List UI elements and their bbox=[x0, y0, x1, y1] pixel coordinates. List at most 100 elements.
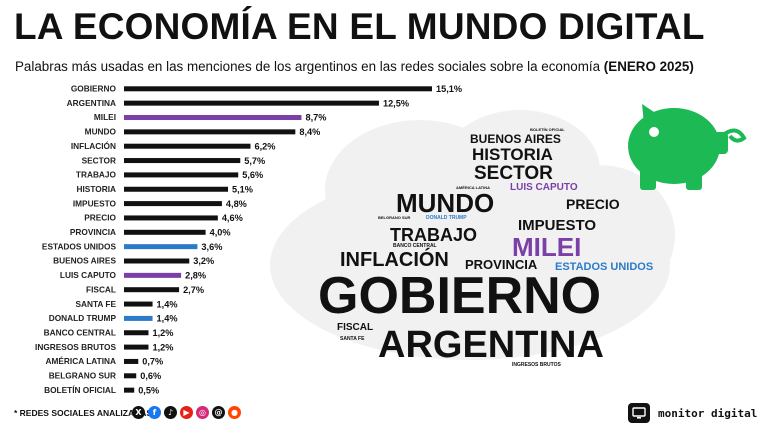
bar bbox=[124, 344, 149, 350]
category-label: INFLACIÓN bbox=[71, 140, 116, 151]
category-label: BELGRANO SUR bbox=[49, 371, 116, 381]
category-label: AMÉRICA LATINA bbox=[45, 356, 116, 366]
cloud-shape bbox=[270, 110, 675, 360]
brand-name: monitor digital bbox=[658, 406, 758, 420]
bar bbox=[124, 258, 190, 264]
value-label: 0,7% bbox=[142, 357, 163, 367]
bar bbox=[124, 158, 241, 164]
value-label: 4,6% bbox=[222, 213, 243, 223]
category-label: LUIS CAPUTO bbox=[60, 270, 117, 280]
bar bbox=[124, 244, 198, 250]
category-label: HISTORIA bbox=[77, 184, 117, 194]
bar bbox=[124, 358, 139, 364]
value-label: 1,4% bbox=[157, 314, 178, 324]
value-label: 0,5% bbox=[138, 385, 159, 395]
piggy-bank-icon bbox=[628, 104, 747, 190]
instagram-icon: ◎ bbox=[196, 406, 209, 419]
category-label: BOLETÍN OFICIAL bbox=[44, 385, 116, 395]
category-label: INGRESOS BRUTOS bbox=[35, 342, 116, 352]
category-label: PRECIO bbox=[84, 213, 116, 223]
reddit-icon: ● bbox=[228, 406, 241, 419]
category-label: SANTA FE bbox=[75, 299, 116, 309]
word-cloud-word: GOBIERNO bbox=[318, 267, 602, 325]
youtube-icon: ▶ bbox=[180, 406, 193, 419]
brand: monitor digital bbox=[628, 403, 757, 423]
category-label: BANCO CENTRAL bbox=[44, 327, 116, 337]
bar bbox=[124, 287, 180, 293]
value-label: 4,8% bbox=[226, 199, 247, 209]
bar bbox=[124, 215, 218, 221]
bar bbox=[124, 315, 153, 321]
word-cloud-word: SANTA FE bbox=[340, 336, 365, 342]
word-cloud-word: MILEI bbox=[512, 232, 582, 262]
word-cloud-word: INGRESOS BRUTOS bbox=[512, 362, 561, 368]
value-label: 5,7% bbox=[244, 156, 265, 166]
word-cloud-word: BUENOS AIRES bbox=[470, 132, 561, 146]
word-cloud-word: HISTORIA bbox=[472, 145, 553, 164]
facebook-icon: f bbox=[148, 406, 161, 419]
subtitle-text: Palabras más usadas en las menciones de … bbox=[15, 59, 601, 74]
category-label: PROVINCIA bbox=[70, 227, 116, 237]
bar bbox=[124, 100, 379, 106]
bar bbox=[124, 301, 153, 307]
bar bbox=[124, 86, 432, 92]
word-cloud-word: TRABAJO bbox=[390, 225, 478, 245]
value-label: 1,2% bbox=[152, 328, 173, 338]
value-label: 2,7% bbox=[183, 285, 204, 295]
word-cloud-word: FISCAL bbox=[337, 322, 374, 333]
word-cloud-word: INFLACIÓN bbox=[340, 249, 449, 271]
bar bbox=[124, 143, 251, 149]
word-cloud-word: BANCO CENTRAL bbox=[393, 243, 437, 249]
word-cloud-word: ARGENTINA bbox=[378, 324, 604, 366]
bar bbox=[124, 186, 229, 192]
x-icon: X bbox=[132, 406, 145, 419]
category-label: IMPUESTO bbox=[73, 198, 117, 208]
value-label: 6,2% bbox=[254, 141, 275, 151]
word-cloud-word: ESTADOS UNIDOS bbox=[555, 261, 654, 273]
subtitle: Palabras más usadas en las menciones de … bbox=[15, 59, 694, 74]
word-cloud-word: IMPUESTO bbox=[518, 217, 597, 234]
threads-icon: @ bbox=[212, 406, 225, 419]
value-label: 8,7% bbox=[305, 113, 326, 123]
word-cloud-word: LUIS CAPUTO bbox=[510, 182, 578, 193]
category-label: SECTOR bbox=[82, 155, 116, 165]
bar-chart: GOBIERNO 15,1% ARGENTINA 12,5% MILEI 8,7% MUND… bbox=[35, 84, 462, 396]
bar bbox=[124, 129, 296, 135]
word-cloud-word: DONALD TRUMP bbox=[426, 215, 467, 221]
word-cloud-word: BOLETÍN OFICIAL bbox=[530, 127, 565, 132]
value-label: 1,4% bbox=[157, 299, 178, 309]
word-cloud-word: MUNDO bbox=[396, 188, 495, 218]
tiktok-icon: ♪ bbox=[164, 406, 177, 419]
monitor-logo-icon bbox=[628, 403, 650, 423]
bar bbox=[124, 201, 222, 207]
word-cloud-word: BELGRANO SUR bbox=[378, 215, 411, 220]
subtitle-period: (ENERO 2025) bbox=[603, 59, 694, 74]
value-label: 4,0% bbox=[210, 228, 231, 238]
value-label: 5,1% bbox=[232, 184, 253, 194]
bar bbox=[124, 387, 135, 393]
category-label: ARGENTINA bbox=[67, 98, 116, 108]
value-label: 2,8% bbox=[185, 271, 206, 281]
category-label: TRABAJO bbox=[76, 170, 117, 180]
category-label: ESTADOS UNIDOS bbox=[42, 241, 117, 251]
bar bbox=[124, 229, 206, 235]
value-label: 12,5% bbox=[383, 98, 409, 108]
bar bbox=[124, 272, 182, 278]
value-label: 8,4% bbox=[299, 127, 320, 137]
word-cloud-word: PROVINCIA bbox=[465, 257, 538, 272]
word-cloud-word: AMÉRICA LATINA bbox=[456, 185, 490, 190]
word-cloud-word: SECTOR bbox=[474, 163, 553, 184]
bar bbox=[124, 330, 149, 336]
category-label: DONALD TRUMP bbox=[49, 313, 117, 323]
word-cloud-word: PRECIO bbox=[566, 196, 620, 212]
value-label: 3,2% bbox=[193, 256, 214, 266]
footer-note: * REDES SOCIALES ANALIZADAS bbox=[14, 408, 153, 418]
value-label: 1,2% bbox=[152, 342, 173, 352]
category-label: FISCAL bbox=[86, 284, 116, 294]
value-label: 0,6% bbox=[140, 371, 161, 381]
category-label: GOBIERNO bbox=[71, 84, 117, 94]
page-title: LA ECONOMÍA EN EL MUNDO DIGITAL bbox=[14, 6, 705, 47]
category-label: MILEI bbox=[94, 112, 116, 122]
